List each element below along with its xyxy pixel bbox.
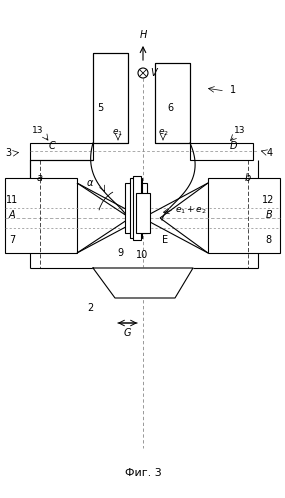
- Bar: [208, 178, 280, 253]
- Text: 2: 2: [87, 303, 93, 313]
- Text: B: B: [266, 210, 272, 220]
- Text: 7: 7: [9, 235, 15, 245]
- Text: 10: 10: [136, 250, 148, 260]
- Text: D: D: [229, 141, 237, 151]
- Bar: [93, 53, 128, 143]
- Text: $e_2$: $e_2$: [158, 128, 168, 138]
- Text: b: b: [245, 173, 251, 183]
- Text: 3: 3: [5, 148, 11, 158]
- Circle shape: [138, 68, 148, 78]
- Text: a: a: [37, 173, 43, 183]
- Text: 6: 6: [167, 103, 173, 113]
- Text: α: α: [87, 178, 93, 188]
- Text: 13: 13: [32, 125, 44, 134]
- Text: 5: 5: [97, 103, 103, 113]
- Text: G: G: [123, 328, 131, 338]
- Bar: [133, 176, 141, 240]
- Polygon shape: [93, 268, 193, 298]
- Text: 8: 8: [265, 235, 271, 245]
- Bar: [125, 183, 147, 233]
- Bar: [30, 143, 93, 160]
- Text: $e_1+e_2$: $e_1+e_2$: [175, 204, 207, 216]
- Text: $e_1$: $e_1$: [113, 128, 123, 138]
- Text: C: C: [49, 141, 55, 151]
- Bar: [190, 143, 253, 160]
- Text: 11: 11: [6, 195, 18, 205]
- Text: H: H: [139, 30, 147, 40]
- Bar: [130, 178, 142, 238]
- Text: E: E: [162, 235, 168, 245]
- Text: A: A: [9, 210, 15, 220]
- Bar: [5, 178, 77, 253]
- Text: Фиг. 3: Фиг. 3: [125, 468, 161, 478]
- Text: 4: 4: [267, 148, 273, 158]
- Text: 1: 1: [230, 85, 236, 95]
- Text: 12: 12: [262, 195, 274, 205]
- Text: 9: 9: [117, 248, 123, 258]
- Bar: [136, 193, 150, 233]
- Bar: [155, 63, 190, 143]
- Text: 13: 13: [234, 125, 246, 134]
- Text: V: V: [150, 68, 157, 78]
